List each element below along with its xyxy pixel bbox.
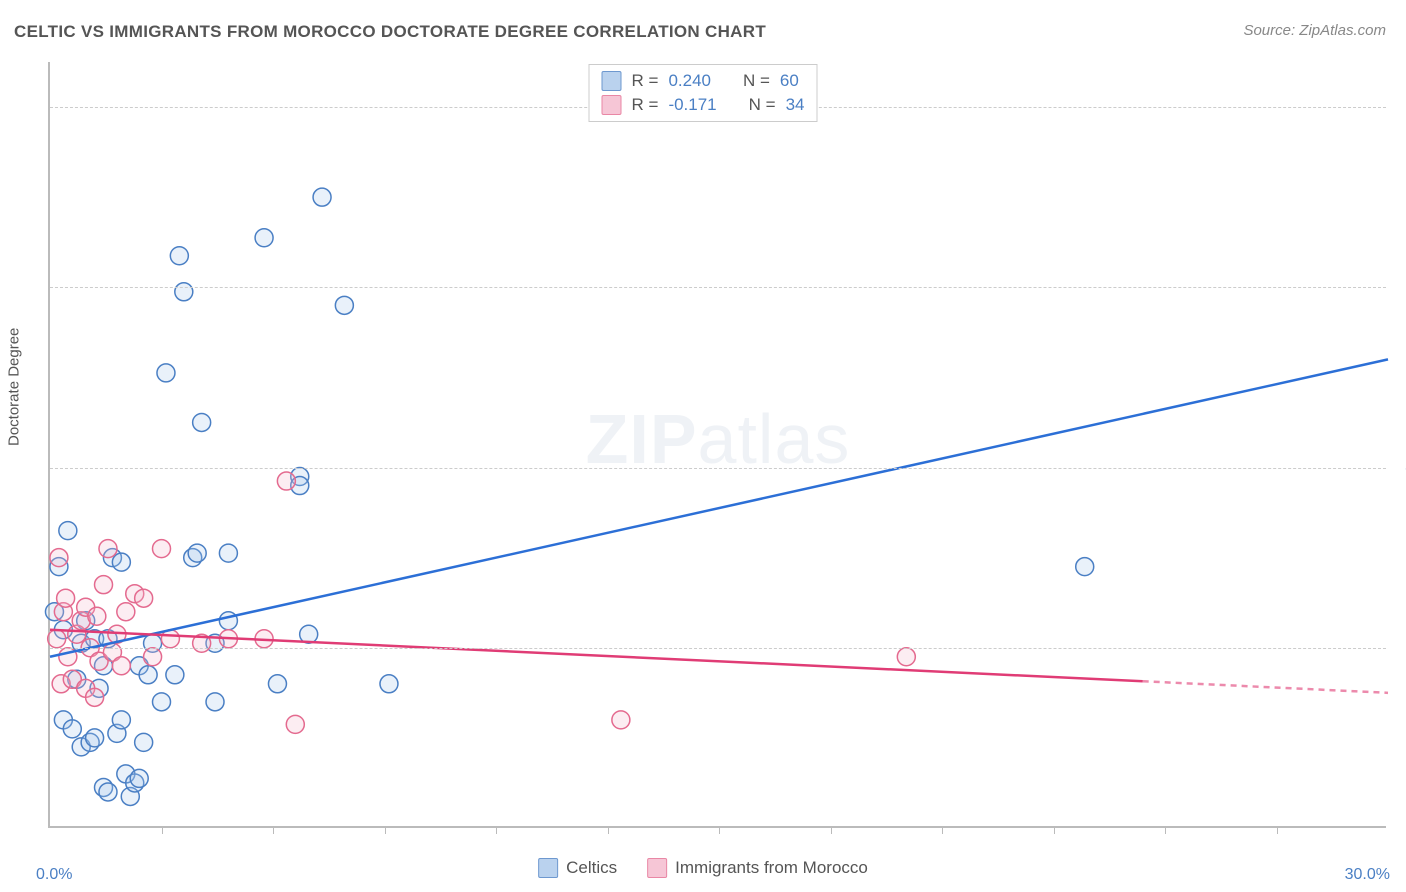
scatter-point — [99, 783, 117, 801]
scatter-point — [57, 589, 75, 607]
scatter-point — [170, 247, 188, 265]
plot-area: ZIPatlas 2.0%4.0%6.0%8.0% — [48, 62, 1386, 828]
y-axis-label: Doctorate Degree — [6, 328, 23, 446]
plot-svg — [50, 62, 1386, 826]
x-tick — [385, 826, 386, 834]
legend-series: Celtics Immigrants from Morocco — [538, 858, 868, 878]
scatter-point — [112, 657, 130, 675]
x-tick — [942, 826, 943, 834]
x-tick — [719, 826, 720, 834]
legend-correlation-row: R = 0.240 N = 60 — [602, 69, 805, 93]
chart-title: CELTIC VS IMMIGRANTS FROM MOROCCO DOCTOR… — [14, 22, 766, 42]
x-tick — [496, 826, 497, 834]
scatter-point — [86, 729, 104, 747]
scatter-point — [135, 733, 153, 751]
scatter-point — [63, 720, 81, 738]
scatter-point — [59, 522, 77, 540]
scatter-point — [139, 666, 157, 684]
trend-line-dashed — [1143, 681, 1388, 693]
scatter-point — [612, 711, 630, 729]
legend-swatch — [602, 71, 622, 91]
legend-n-label: N = — [743, 71, 770, 91]
legend-n-value: 60 — [780, 71, 799, 91]
legend-n-value: 34 — [786, 95, 805, 115]
scatter-point — [48, 630, 66, 648]
scatter-point — [380, 675, 398, 693]
legend-r-value: -0.171 — [668, 95, 716, 115]
grid-line-h — [50, 468, 1386, 469]
x-tick — [608, 826, 609, 834]
grid-line-h — [50, 287, 1386, 288]
scatter-point — [897, 648, 915, 666]
legend-series-label: Immigrants from Morocco — [675, 858, 868, 878]
scatter-point — [268, 675, 286, 693]
legend-r-value: 0.240 — [668, 71, 711, 91]
scatter-point — [219, 544, 237, 562]
scatter-point — [313, 188, 331, 206]
legend-r-label: R = — [632, 71, 659, 91]
trend-line — [50, 630, 1143, 682]
scatter-point — [135, 589, 153, 607]
x-tick — [1277, 826, 1278, 834]
scatter-point — [1076, 558, 1094, 576]
scatter-point — [144, 648, 162, 666]
grid-line-h — [50, 648, 1386, 649]
scatter-point — [193, 413, 211, 431]
legend-n-label: N = — [749, 95, 776, 115]
legend-correlation: R =0.240N =60R =-0.171N =34 — [589, 64, 818, 122]
scatter-point — [112, 553, 130, 571]
scatter-point — [277, 472, 295, 490]
trend-line — [50, 359, 1388, 656]
scatter-point — [175, 283, 193, 301]
legend-series-item: Celtics — [538, 858, 617, 878]
scatter-point — [255, 229, 273, 247]
legend-r-label: R = — [632, 95, 659, 115]
x-axis-end-label: 30.0% — [1345, 866, 1390, 884]
scatter-point — [112, 711, 130, 729]
x-tick — [1165, 826, 1166, 834]
scatter-point — [286, 715, 304, 733]
scatter-point — [117, 603, 135, 621]
legend-series-item: Immigrants from Morocco — [647, 858, 868, 878]
scatter-point — [95, 576, 113, 594]
scatter-point — [153, 693, 171, 711]
scatter-point — [206, 693, 224, 711]
scatter-point — [157, 364, 175, 382]
source-label: Source: ZipAtlas.com — [1243, 22, 1386, 39]
scatter-point — [153, 540, 171, 558]
scatter-point — [130, 769, 148, 787]
scatter-point — [335, 296, 353, 314]
x-axis-start-label: 0.0% — [36, 866, 72, 884]
legend-swatch — [538, 858, 558, 878]
legend-swatch — [647, 858, 667, 878]
scatter-point — [99, 540, 117, 558]
scatter-point — [219, 612, 237, 630]
x-tick — [273, 826, 274, 834]
x-tick — [831, 826, 832, 834]
scatter-point — [88, 607, 106, 625]
scatter-point — [166, 666, 184, 684]
legend-series-label: Celtics — [566, 858, 617, 878]
x-tick — [1054, 826, 1055, 834]
legend-correlation-row: R = -0.171 N = 34 — [602, 93, 805, 117]
x-tick — [162, 826, 163, 834]
scatter-point — [86, 688, 104, 706]
scatter-point — [188, 544, 206, 562]
scatter-point — [50, 549, 68, 567]
chart-container: CELTIC VS IMMIGRANTS FROM MOROCCO DOCTOR… — [0, 0, 1406, 892]
legend-swatch — [602, 95, 622, 115]
